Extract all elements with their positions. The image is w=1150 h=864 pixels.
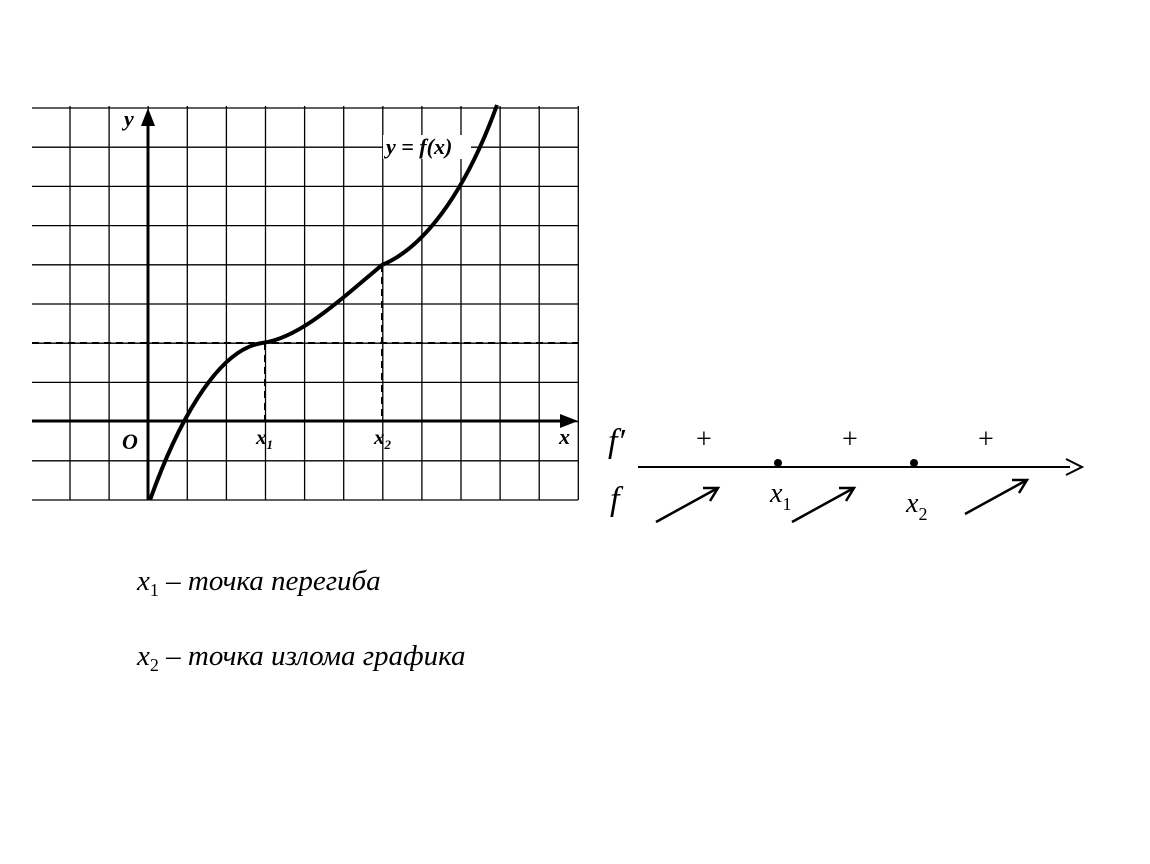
derivative-label: f′ <box>608 423 625 460</box>
x1-tick-label: x1 <box>255 425 273 452</box>
point2-label: x2 <box>905 488 927 524</box>
curve-label-bg <box>383 135 471 159</box>
curve-label: y = f(x) <box>383 134 452 159</box>
sign-interval-1: + <box>696 424 712 455</box>
function-label: f <box>610 481 624 518</box>
increasing-arrow-icon-3 <box>964 478 1030 516</box>
x2-tick-label: x2 <box>373 425 392 452</box>
origin-label: O <box>122 429 138 454</box>
number-line-arrow-icon <box>1065 458 1085 476</box>
increasing-arrow-icon-2 <box>791 486 857 524</box>
critical-point-1 <box>774 459 782 467</box>
note-inflection-point: x1 – точка перегиба <box>137 565 381 600</box>
function-curve <box>148 104 499 501</box>
critical-point-2 <box>910 459 918 467</box>
y-axis-arrow-icon <box>141 108 155 126</box>
x-axis-arrow-icon <box>560 414 578 428</box>
sign-interval-2: + <box>842 424 858 455</box>
y-axis-label: y <box>121 106 134 131</box>
x-axis-label: x <box>558 424 570 449</box>
sign-interval-3: + <box>978 424 994 455</box>
increasing-arrow-icon-1 <box>655 486 721 524</box>
point1-label: x1 <box>769 478 791 514</box>
note-kink-point: x2 – точка излома графика <box>137 640 466 675</box>
